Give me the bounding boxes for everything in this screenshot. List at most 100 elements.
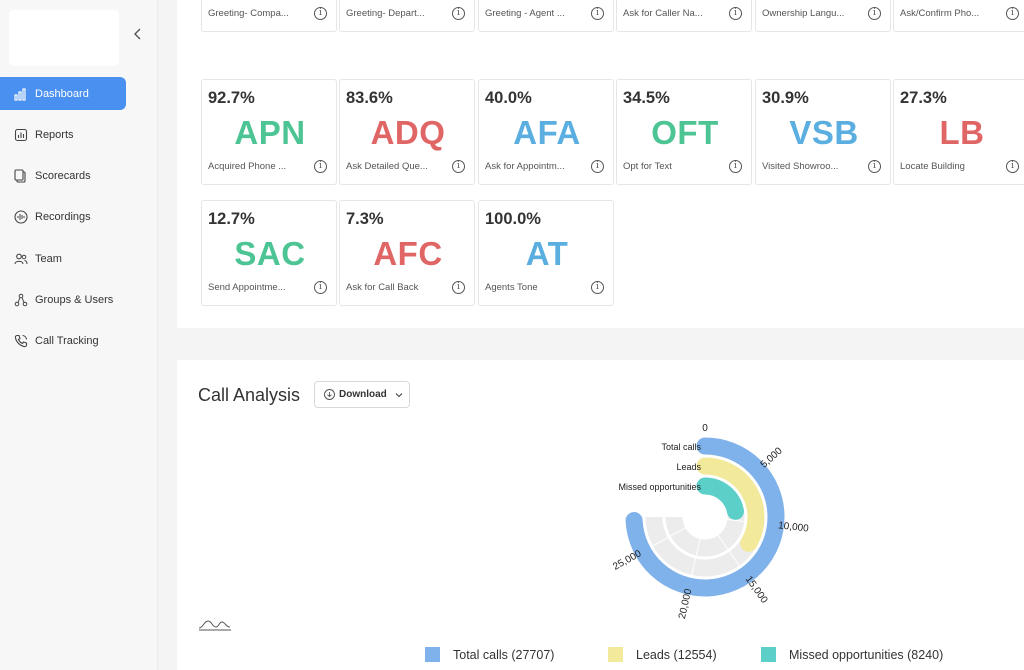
download-button[interactable]: Download: [314, 381, 410, 408]
metric-percentage: 12.7%: [208, 210, 255, 228]
sidebar-item-label: Dashboard: [35, 87, 89, 100]
brand-wave-icon: [198, 620, 231, 631]
sidebar-item-label: Scorecards: [35, 170, 91, 183]
metric-card[interactable]: APNAsk/Confirm Pho...i: [893, 0, 1024, 32]
metric-code: AT: [525, 235, 569, 272]
info-icon[interactable]: i: [591, 160, 604, 173]
metric-description: Ownership Langu...: [762, 8, 845, 19]
metric-card[interactable]: GCNGreeting- Compa...i: [201, 0, 337, 32]
info-icon[interactable]: i: [591, 281, 604, 294]
sidebar-nav: Dashboard Reports Scorecards Recordings …: [0, 77, 158, 366]
legend-item[interactable]: Leads (12554): [608, 647, 717, 662]
metric-card[interactable]: 83.6% ADQ Ask Detailed Que... i: [339, 79, 475, 185]
metric-description: Greeting- Compa...: [208, 8, 289, 19]
info-icon[interactable]: i: [591, 7, 604, 20]
sidebar-item-scorecards[interactable]: Scorecards: [0, 160, 158, 193]
metric-card[interactable]: 34.5% OFT Opt for Text i: [616, 79, 752, 185]
series-label: Leads: [676, 462, 701, 472]
sidebar-item-call-tracking[interactable]: Call Tracking: [0, 325, 158, 358]
call-analysis-panel: Call Analysis Download Total calls Leads M…: [177, 360, 1024, 670]
metric-percentage: 34.5%: [623, 89, 670, 107]
metric-percentage: 30.9%: [762, 89, 809, 107]
tick-label: 25,000: [611, 548, 643, 573]
metric-percentage: 100.0%: [485, 210, 541, 228]
metric-description: Send Appointme...: [208, 282, 286, 293]
metric-card[interactable]: 92.7% APN Acquired Phone ... i: [201, 79, 337, 185]
sidebar-item-label: Team: [35, 252, 62, 265]
collapse-sidebar-icon[interactable]: [130, 26, 146, 42]
metric-card[interactable]: 7.3% AFC Ask for Call Back i: [339, 200, 475, 306]
info-icon[interactable]: i: [729, 7, 742, 20]
tick-label: 0: [702, 423, 708, 434]
bar-chart-icon: [13, 86, 29, 102]
chevron-down-icon: [395, 392, 403, 397]
legend-swatch: [608, 647, 623, 662]
sidebar-item-label: Groups & Users: [35, 293, 114, 306]
metric-description: Ask for Appointm...: [485, 161, 565, 172]
metric-card[interactable]: 100.0% AT Agents Tone i: [478, 200, 614, 306]
metric-card[interactable]: 30.9% VSB Visited Showroo... i: [755, 79, 891, 185]
radial-bar-chart: Total calls Leads Missed opportunities 0 5,0…: [611, 423, 810, 620]
series-label: Missed opportunities: [618, 482, 701, 492]
metric-description: Agents Tone: [485, 282, 538, 293]
info-icon[interactable]: i: [314, 160, 327, 173]
metric-card[interactable]: OLOwnership Langu...i: [755, 0, 891, 32]
metric-code: OFT: [651, 114, 719, 151]
tick-label: 10,000: [778, 520, 810, 534]
info-icon[interactable]: i: [314, 281, 327, 294]
sidebar-item-reports[interactable]: Reports: [0, 118, 158, 151]
sidebar-item-label: Reports: [35, 128, 74, 141]
metric-card[interactable]: GAGreeting - Agent ...i: [478, 0, 614, 32]
sidebar-item-groups-users[interactable]: Groups & Users: [0, 283, 158, 316]
metric-code: AFC: [373, 235, 443, 272]
info-icon[interactable]: i: [452, 281, 465, 294]
metric-code: APN: [234, 114, 306, 151]
metric-description: Visited Showroo...: [762, 161, 839, 172]
metric-percentage: 83.6%: [346, 89, 393, 107]
sidebar: Dashboard Reports Scorecards Recordings …: [0, 0, 158, 670]
main-content: GCNGreeting- Compa...iGDNGreeting- Depar…: [158, 0, 1024, 670]
tick-label: 15,000: [743, 574, 770, 606]
company-logo: [9, 10, 119, 66]
metric-card[interactable]: 27.3% LB Locate Building i: [893, 79, 1024, 185]
metric-code: SAC: [234, 235, 306, 272]
legend-label: Leads (12554): [636, 647, 717, 662]
info-icon[interactable]: i: [452, 7, 465, 20]
metric-code: ADQ: [370, 114, 446, 151]
metric-description: Greeting - Agent ...: [485, 8, 565, 19]
sidebar-item-label: Call Tracking: [35, 335, 99, 348]
metric-percentage: 92.7%: [208, 89, 255, 107]
call-analysis-title: Call Analysis: [198, 385, 301, 405]
tick-label: 5,000: [759, 445, 785, 470]
metric-description: Opt for Text: [623, 161, 672, 172]
legend-item[interactable]: Total calls (27707): [425, 647, 554, 662]
info-icon[interactable]: i: [868, 160, 881, 173]
sidebar-item-team[interactable]: Team: [0, 242, 158, 275]
series-arc: [696, 457, 765, 552]
metric-percentage: 40.0%: [485, 89, 532, 107]
legend-item[interactable]: Missed opportunities (8240): [761, 647, 943, 662]
legend-label: Missed opportunities (8240): [789, 647, 944, 662]
metric-description: Locate Building: [900, 161, 965, 172]
metric-description: Greeting- Depart...: [346, 8, 425, 19]
groups-icon: [13, 292, 29, 308]
info-icon[interactable]: i: [868, 7, 881, 20]
series-arc: [696, 477, 744, 520]
metric-card[interactable]: 12.7% SAC Send Appointme... i: [201, 200, 337, 306]
info-icon[interactable]: i: [729, 160, 742, 173]
info-icon[interactable]: i: [1006, 7, 1019, 20]
metric-code: AFA: [513, 114, 581, 151]
info-icon[interactable]: i: [314, 7, 327, 20]
sidebar-item-dashboard[interactable]: Dashboard: [0, 77, 126, 110]
info-icon[interactable]: i: [452, 160, 465, 173]
series-label: Total calls: [661, 442, 701, 452]
info-icon[interactable]: i: [1006, 160, 1019, 173]
legend-label: Total calls (27707): [453, 647, 555, 662]
sidebar-item-recordings[interactable]: Recordings: [0, 201, 158, 234]
metric-description: Ask for Caller Na...: [623, 8, 703, 19]
metric-description: Ask Detailed Que...: [346, 161, 428, 172]
metric-card[interactable]: 40.0% AFA Ask for Appointm... i: [478, 79, 614, 185]
metric-card[interactable]: GDNGreeting- Depart...i: [339, 0, 475, 32]
sidebar-item-label: Recordings: [35, 211, 91, 224]
